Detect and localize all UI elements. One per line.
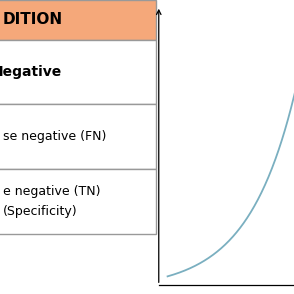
Text: Negative: Negative <box>0 65 61 79</box>
Text: DITION: DITION <box>3 12 63 27</box>
Bar <box>0 40 156 104</box>
Text: se negative (FN): se negative (FN) <box>3 130 106 143</box>
Text: e negative (TN): e negative (TN) <box>3 185 101 198</box>
Text: (Specificity): (Specificity) <box>3 205 78 218</box>
Bar <box>0 169 156 234</box>
Bar <box>0 0 156 40</box>
Bar <box>0 104 156 169</box>
